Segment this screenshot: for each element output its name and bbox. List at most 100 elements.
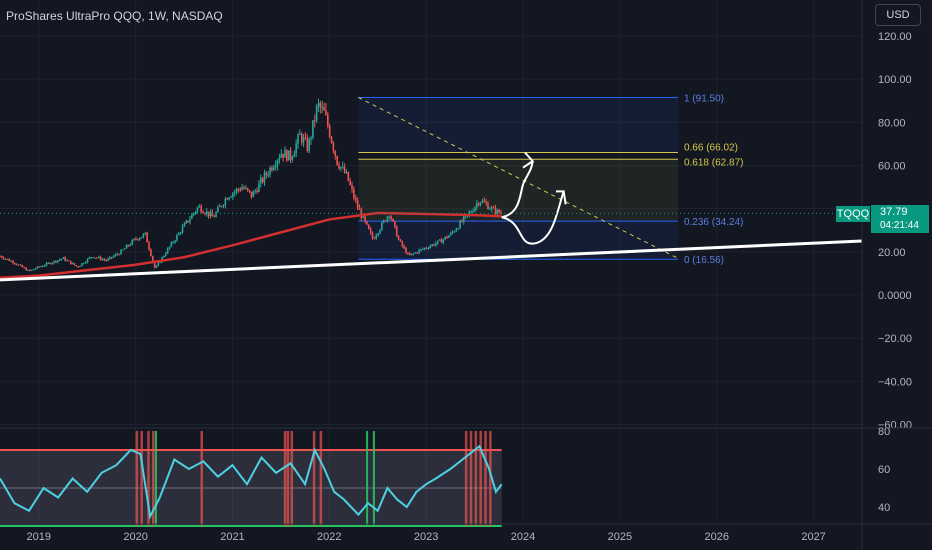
candle-body <box>51 262 53 265</box>
candle-body <box>265 173 268 175</box>
y-axis-tick-label: 60.00 <box>878 160 906 172</box>
candle-body <box>55 260 57 263</box>
candle-body <box>254 190 256 192</box>
candle-body <box>64 257 66 261</box>
fib-level-label: 0.618 (62.87) <box>684 157 744 168</box>
signal-bar-red <box>140 431 143 526</box>
candle-body <box>377 233 379 236</box>
candle-body <box>302 137 305 143</box>
y-axis-tick-label: −20.00 <box>878 333 912 345</box>
candle-body <box>34 268 37 270</box>
candle-body <box>481 200 484 203</box>
candle-body <box>392 219 394 222</box>
candle-body <box>317 102 320 106</box>
candle-body <box>114 254 117 257</box>
candle-body <box>263 173 266 183</box>
currency-button[interactable]: USD <box>875 4 921 26</box>
candle-body <box>179 232 182 234</box>
candle-body <box>133 238 135 241</box>
candle-body <box>8 259 11 262</box>
candle-body <box>461 221 463 223</box>
candle-body <box>248 190 251 192</box>
candle-body <box>371 232 374 239</box>
candle-body <box>32 269 35 271</box>
candle-body <box>369 229 372 233</box>
candle-body <box>172 242 175 244</box>
candle-body <box>341 166 344 168</box>
candle-body <box>29 269 31 271</box>
signal-bar-red <box>319 431 323 526</box>
signal-bar-red <box>286 431 290 526</box>
candle-body <box>209 212 212 217</box>
candle-body <box>418 250 420 254</box>
candle-body <box>408 253 411 256</box>
candle-body <box>30 269 33 271</box>
signal-bar-red <box>474 431 478 526</box>
candle-body <box>157 262 160 266</box>
candle-body <box>94 257 96 259</box>
candle-body <box>110 257 113 259</box>
candle-body <box>444 236 446 240</box>
candle-body <box>490 207 493 210</box>
candle-body <box>122 249 124 251</box>
candle-body <box>6 258 9 260</box>
signal-bar-green <box>154 431 157 526</box>
candle-body <box>300 133 303 143</box>
signal-bar-red <box>152 431 155 526</box>
candle-body <box>362 216 365 218</box>
candle-body <box>69 260 72 265</box>
candle-body <box>222 205 225 207</box>
projection-arrow-dip <box>501 191 565 245</box>
candle-body <box>477 203 480 205</box>
candle-body <box>449 232 452 236</box>
candle-body <box>27 269 29 271</box>
y-axis-tick-label: −40.00 <box>878 376 912 388</box>
candle-body <box>356 200 359 208</box>
signal-bar-red <box>469 431 473 526</box>
candle-body <box>17 264 20 266</box>
candle-body <box>494 207 497 214</box>
candle-body <box>403 246 405 249</box>
candle-body <box>308 139 310 151</box>
candle-body <box>366 221 368 225</box>
candle-body <box>151 256 154 262</box>
fib-zone-top <box>358 97 678 153</box>
candle-body <box>174 240 176 243</box>
candle-body <box>327 114 329 127</box>
candle-body <box>286 150 288 161</box>
candle-body <box>187 220 189 222</box>
candle-body <box>379 229 381 234</box>
candle-body <box>310 137 312 140</box>
candle-body <box>159 262 161 264</box>
candle-body <box>185 220 188 224</box>
signal-bar-red <box>135 431 139 526</box>
candle-body <box>10 260 12 262</box>
candle-body <box>68 260 70 262</box>
candle-body <box>271 167 273 171</box>
candle-body <box>351 184 353 190</box>
candle-body <box>358 207 361 210</box>
candle-body <box>86 258 89 263</box>
candle-body <box>384 220 387 222</box>
candle-body <box>382 220 385 223</box>
candle-body <box>66 260 68 262</box>
candle-body <box>297 134 299 144</box>
candle-body <box>101 259 104 261</box>
candle-body <box>148 242 150 250</box>
candle-body <box>15 263 18 265</box>
signal-bar-red <box>484 431 487 526</box>
signal-bar-red <box>147 431 150 526</box>
support-trendline <box>0 239 863 282</box>
candle-body <box>88 257 91 259</box>
candle-body <box>397 236 400 240</box>
candle-body <box>21 265 24 268</box>
candle-body <box>43 265 46 267</box>
candle-body <box>272 167 275 171</box>
candle-body <box>14 263 16 265</box>
candle-body <box>334 150 337 156</box>
fib-level-label: 0.236 (34.24) <box>684 217 744 228</box>
candle-body <box>496 209 499 214</box>
candle-body <box>451 231 454 233</box>
candle-body <box>299 133 301 135</box>
